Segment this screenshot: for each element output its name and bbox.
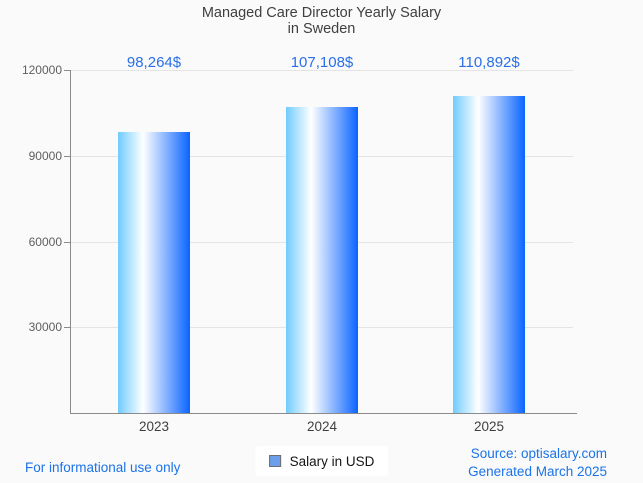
y-tick-90000 xyxy=(64,156,70,157)
chart-title-line2: in Sweden xyxy=(287,21,356,37)
disclaimer-text: For informational use only xyxy=(25,460,181,475)
bar-2024[interactable] xyxy=(286,107,358,413)
x-axis-label-2024: 2024 xyxy=(306,419,338,434)
y-tick-30000 xyxy=(64,327,70,328)
y-axis-label-120000: 120000 xyxy=(21,63,62,77)
y-axis-label-90000: 90000 xyxy=(28,149,62,163)
generated-date: Generated March 2025 xyxy=(468,464,607,479)
y-axis-label-30000: 30000 xyxy=(28,320,62,334)
y-tick-60000 xyxy=(64,242,70,243)
bar-value-label-2023: 98,264$ xyxy=(126,54,182,71)
chart-title: Managed Care Director Yearly Salary in S… xyxy=(0,5,643,37)
y-axis-line xyxy=(70,70,71,413)
source-link[interactable]: Source: optisalary.com xyxy=(470,446,607,461)
chart-title-line1: Managed Care Director Yearly Salary xyxy=(201,5,442,21)
y-tick-120000 xyxy=(64,70,70,71)
x-axis-label-2025: 2025 xyxy=(473,419,505,434)
bar-value-label-2024: 107,108$ xyxy=(290,54,354,71)
bar-value-label-2025: 110,892$ xyxy=(458,54,520,71)
legend[interactable]: Salary in USD xyxy=(254,446,389,476)
bar-2023[interactable] xyxy=(118,132,190,413)
bar-2025[interactable] xyxy=(453,96,525,413)
x-axis-line xyxy=(70,413,577,414)
gridline-120000 xyxy=(70,70,573,71)
y-axis-label-60000: 60000 xyxy=(28,235,62,249)
x-axis-label-2023: 2023 xyxy=(138,419,170,434)
legend-marker-blue-square-icon xyxy=(268,455,281,467)
source-block: Source: optisalary.com Generated March 2… xyxy=(468,445,607,481)
legend-label: Salary in USD xyxy=(289,453,375,469)
